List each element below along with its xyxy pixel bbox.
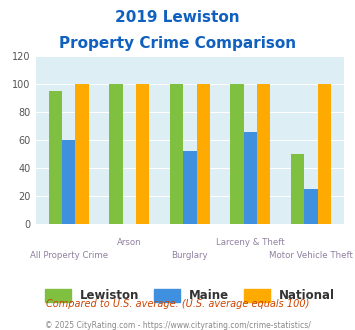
Text: All Property Crime: All Property Crime [30, 251, 108, 260]
Bar [170, 84, 183, 224]
Text: 2019 Lewiston: 2019 Lewiston [115, 10, 240, 25]
Text: © 2025 CityRating.com - https://www.cityrating.com/crime-statistics/: © 2025 CityRating.com - https://www.city… [45, 321, 310, 330]
Text: Burglary: Burglary [171, 251, 208, 260]
Bar [291, 154, 304, 224]
Bar [109, 84, 123, 224]
Bar [62, 140, 76, 224]
Legend: Lewiston, Maine, National: Lewiston, Maine, National [40, 284, 340, 307]
Text: Compared to U.S. average. (U.S. average equals 100): Compared to U.S. average. (U.S. average … [46, 299, 309, 309]
Bar [197, 84, 210, 224]
Bar [49, 91, 62, 224]
Bar [230, 84, 244, 224]
Bar [244, 132, 257, 224]
Bar [318, 84, 331, 224]
Bar [183, 151, 197, 224]
Bar [304, 189, 318, 224]
Text: Property Crime Comparison: Property Crime Comparison [59, 36, 296, 51]
Text: Larceny & Theft: Larceny & Theft [216, 238, 285, 247]
Bar [136, 84, 149, 224]
Bar [257, 84, 271, 224]
Text: Arson: Arson [117, 238, 142, 247]
Text: Motor Vehicle Theft: Motor Vehicle Theft [269, 251, 353, 260]
Bar [76, 84, 89, 224]
